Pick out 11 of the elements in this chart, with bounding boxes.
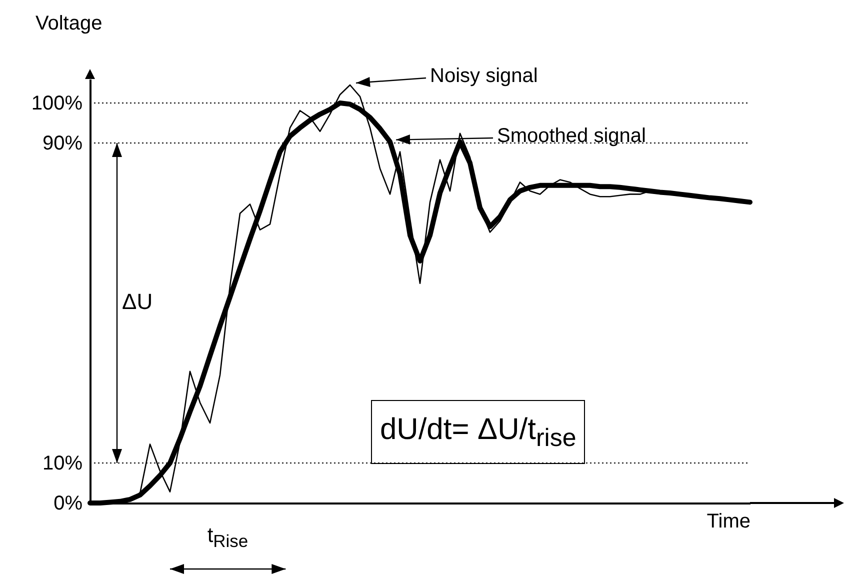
- y-tick-label: 10%: [42, 452, 83, 474]
- x-axis-title: Time: [706, 510, 750, 532]
- text: t$_{Rise}$: [207, 524, 248, 552]
- y-tick-label: 100%: [31, 92, 83, 114]
- legend-label: Noisy signal: [430, 65, 538, 87]
- legend-label: Smoothed signal: [497, 125, 646, 147]
- annotation: ΔU: [122, 289, 153, 314]
- y-axis-title: Voltage: [36, 12, 102, 34]
- y-tick-label: 0%: [54, 492, 83, 514]
- annotation: dU/dt= ΔU/t$_{rise}$: [371, 400, 586, 464]
- y-tick-label: 90%: [42, 132, 83, 154]
